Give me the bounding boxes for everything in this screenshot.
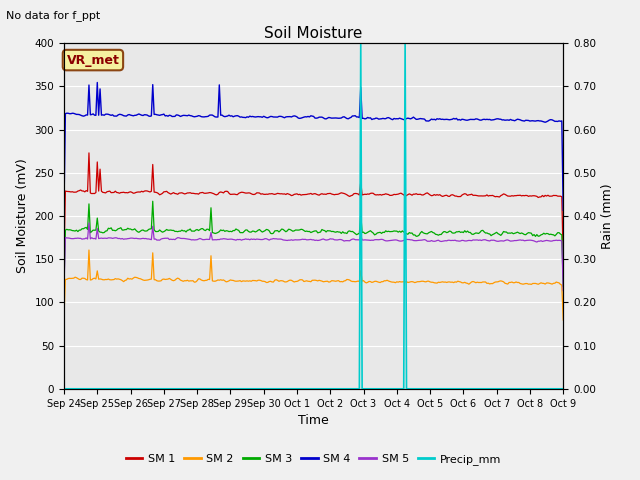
Y-axis label: Rain (mm): Rain (mm) [602, 183, 614, 249]
Text: VR_met: VR_met [67, 54, 120, 67]
Legend: SM 1, SM 2, SM 3, SM 4, SM 5, Precip_mm: SM 1, SM 2, SM 3, SM 4, SM 5, Precip_mm [122, 450, 506, 469]
Y-axis label: Soil Moisture (mV): Soil Moisture (mV) [16, 158, 29, 274]
X-axis label: Time: Time [298, 414, 329, 427]
Title: Soil Moisture: Soil Moisture [264, 25, 363, 41]
Text: No data for f_ppt: No data for f_ppt [6, 10, 100, 21]
